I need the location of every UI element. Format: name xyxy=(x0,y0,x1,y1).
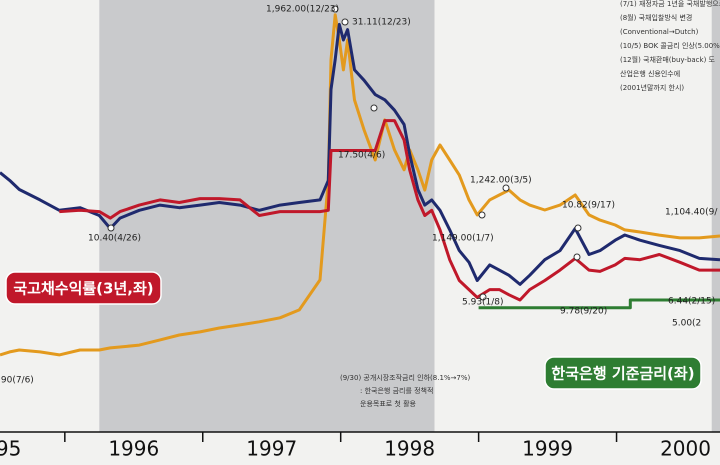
legend-label: 국고채수익률(3년,좌) xyxy=(13,280,153,298)
x-tick-label: 1999 xyxy=(522,437,573,461)
note-top: (10/5) BOK 콜금리 인상(5.00% xyxy=(620,41,720,50)
series-line xyxy=(478,298,720,310)
note-top: (7/1) 재정자금 1년을 국채발행으로 xyxy=(620,0,720,8)
series-line xyxy=(59,119,720,302)
annotation: 9.78(9/20) xyxy=(560,307,607,317)
annotation: 5.93(1/8) xyxy=(462,298,504,308)
point-marker xyxy=(479,293,487,301)
annotation: 10.82(9/17) xyxy=(562,201,615,211)
annotation: 17.50(4/6) xyxy=(338,151,385,161)
point-marker xyxy=(478,211,486,219)
note-bottom: : 한국은행 금리를 정책적 xyxy=(360,386,433,395)
x-tick-label: 2000 xyxy=(660,437,711,461)
x-tick-label: 1996 xyxy=(108,437,159,461)
point-marker xyxy=(502,184,510,192)
plot xyxy=(0,13,720,357)
note-top: (12월) 국채환매(buy-back) 도 xyxy=(620,55,716,64)
point-marker xyxy=(370,104,378,112)
annotation: 1,962.00(12/23) xyxy=(266,5,339,15)
annotation: 1,242.00(3/5) xyxy=(470,176,532,186)
annotation: 6.44(2/15) xyxy=(668,297,715,307)
annotation: 1,149.00(1/7) xyxy=(432,234,494,244)
annotation: 5.00(2 xyxy=(672,319,701,329)
shaded-period xyxy=(711,0,720,432)
point-marker xyxy=(341,18,349,26)
point-marker xyxy=(107,224,115,232)
note-top: (8월) 국채입찰방식 변경 xyxy=(620,13,692,22)
annotation: 1,104.40(9/ xyxy=(665,208,718,218)
legend-box xyxy=(5,271,162,305)
shaded-periods xyxy=(99,0,720,432)
point-marker xyxy=(574,224,582,232)
annotation: 10.40(4/26) xyxy=(88,234,141,244)
note-bottom: 운용목표로 첫 활용 xyxy=(360,399,417,408)
x-tick-label: 1998 xyxy=(384,437,435,461)
point-marker xyxy=(573,253,581,261)
note-top: (Conventional→Dutch) xyxy=(620,28,699,36)
shaded-period xyxy=(99,0,435,432)
note-top: (2001년말까지 한시) xyxy=(620,83,684,92)
legend-label: 한국은행 기준금리(좌) xyxy=(551,365,694,383)
x-tick-label: 1995 xyxy=(0,437,21,461)
series-line xyxy=(0,22,720,286)
point-marker xyxy=(331,5,339,13)
legend-box xyxy=(544,356,702,390)
annotation: 31.11(12/23) xyxy=(352,18,411,28)
annotation: .90(7/6) xyxy=(0,376,34,386)
note-top: 산업은행 신용인수에 xyxy=(620,69,680,78)
note-bottom: (9/30) 공개시장조작금리 인하(8.1%→7%) xyxy=(340,373,471,382)
x-tick-label: 1997 xyxy=(246,437,297,461)
